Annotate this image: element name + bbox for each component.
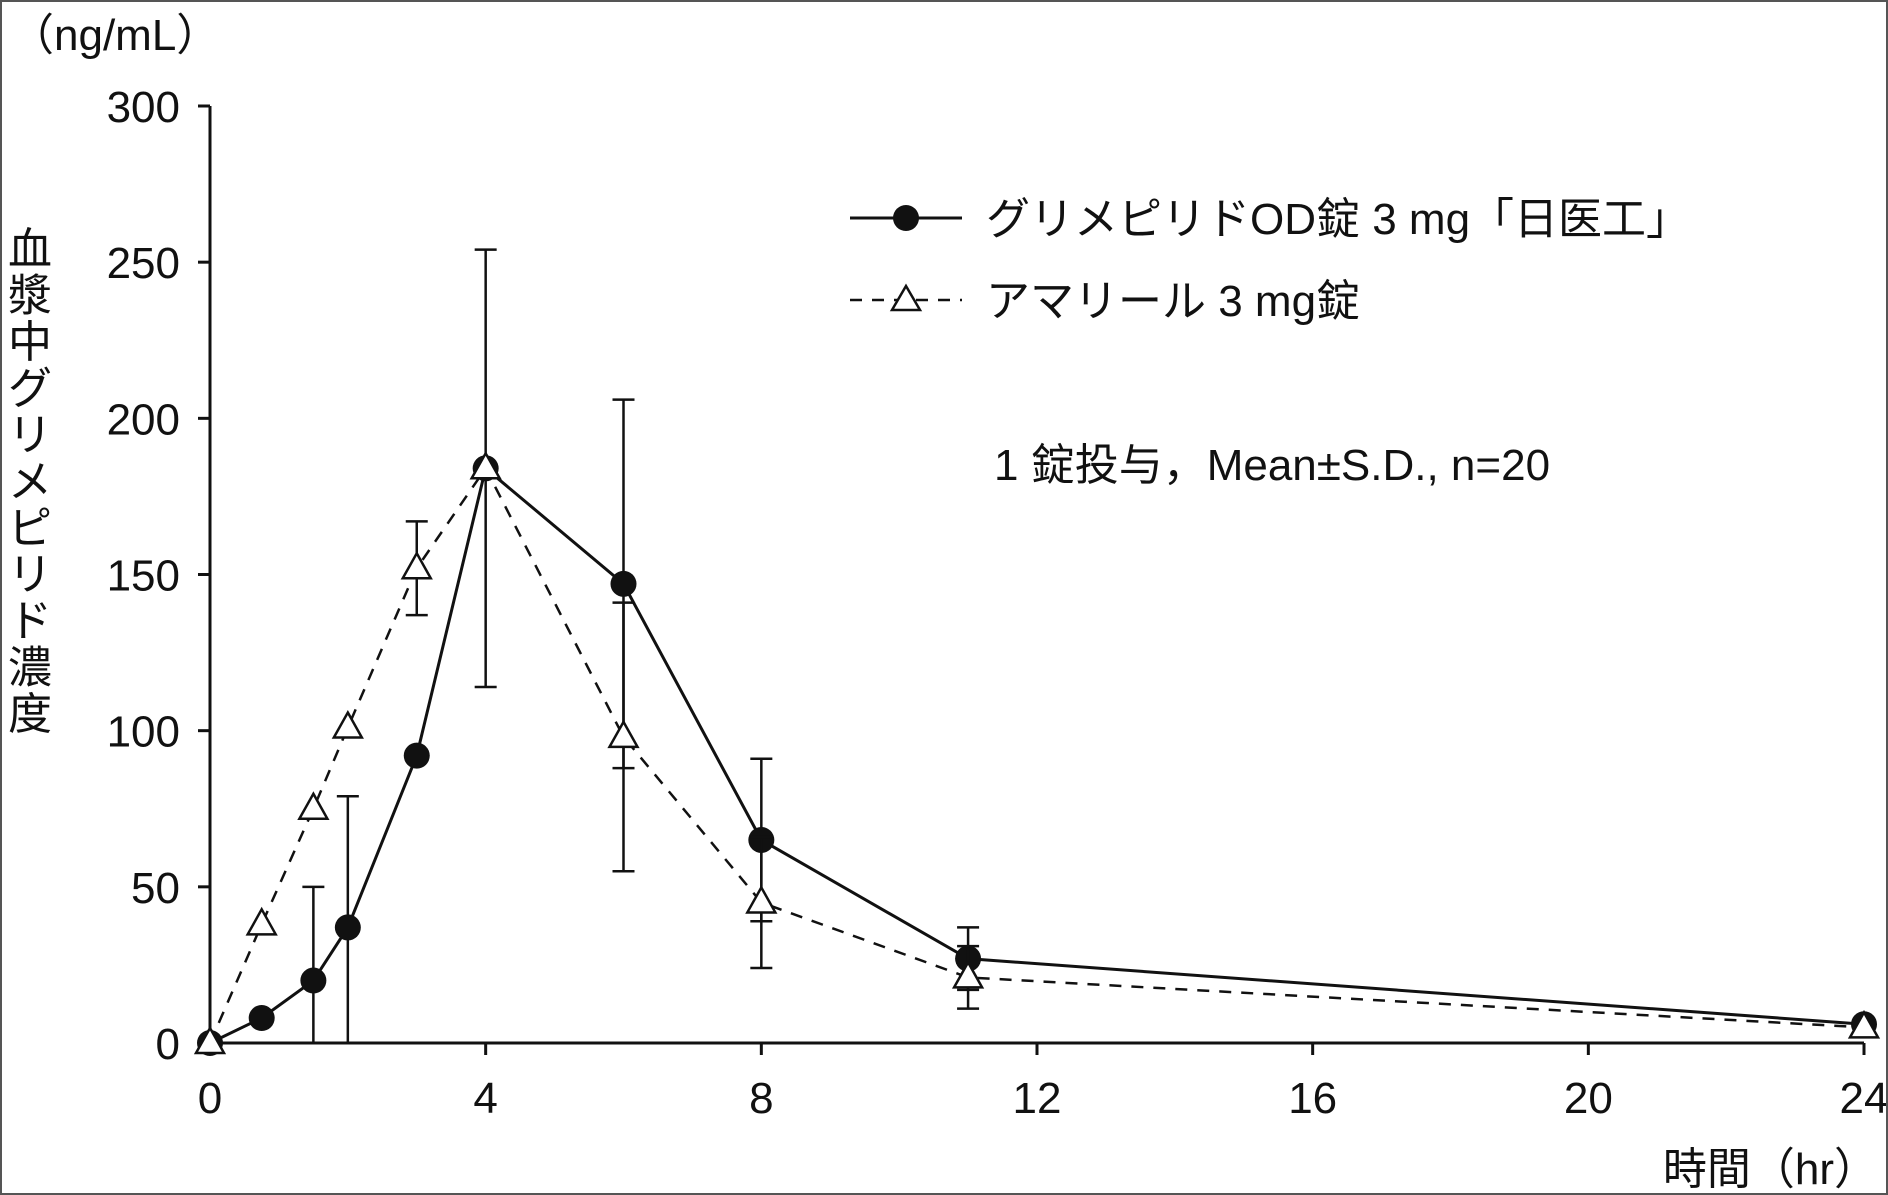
data-point	[1847, 1009, 1881, 1039]
data-point	[193, 1025, 227, 1055]
x-tick-label: 24	[1840, 1074, 1886, 1123]
legend: グリメピリドOD錠 3 mg「日医工」 アマリール 3 mg錠	[850, 195, 1690, 326]
chart-note: 1 錠投与，Mean±S.D., n=20	[994, 441, 1550, 490]
data-point	[403, 742, 430, 769]
y-tick-label: 200	[107, 395, 180, 444]
series-2	[193, 450, 1881, 1055]
series-layer	[193, 248, 1881, 1056]
legend-item-series-1: グリメピリドOD錠 3 mg「日医工」	[850, 195, 1690, 244]
y-tick-label: 300	[107, 83, 180, 132]
y-axis-label-char: グ	[8, 365, 52, 414]
x-tick-label: 0	[198, 1074, 222, 1123]
series-line	[209, 465, 1865, 1045]
data-point	[469, 450, 502, 480]
data-point	[951, 959, 985, 989]
y-axis-label-char: リ	[8, 411, 52, 460]
y-axis-label-char: 濃	[8, 644, 52, 693]
data-point	[400, 550, 433, 580]
x-axis-label: 時間（hr）	[1663, 1145, 1878, 1193]
x-tick-label: 12	[1013, 1074, 1062, 1123]
y-tick-label: 100	[107, 708, 180, 757]
y-axis-label-char: ド	[8, 597, 52, 646]
data-point	[331, 709, 364, 739]
data-point	[334, 914, 361, 941]
legend-item-series-2: アマリール 3 mg錠	[850, 277, 1360, 326]
x-tick-label: 16	[1288, 1074, 1337, 1123]
y-tick-label: 250	[107, 239, 180, 288]
x-tick-label: 4	[473, 1074, 497, 1123]
y-axis-label-char: リ	[8, 551, 52, 600]
series-1	[197, 248, 1877, 1056]
y-unit-label: （ng/mL）	[10, 11, 220, 60]
data-point	[745, 884, 778, 914]
data-point	[245, 906, 278, 936]
y-tick-label: 0	[156, 1020, 180, 1069]
data-point	[610, 570, 637, 597]
legend-label-series-1: グリメピリドOD錠 3 mg「日医工」	[986, 195, 1690, 244]
x-tick-label: 20	[1564, 1074, 1613, 1123]
y-tick-label: 50	[131, 864, 180, 913]
y-axis-label-char: 度	[8, 690, 52, 739]
y-axis-label-char: 漿	[8, 272, 52, 321]
y-axis-label: 血漿中グリメピリド濃度	[8, 225, 52, 739]
legend-marker-series-2	[889, 283, 923, 312]
y-axis-label-char: 中	[8, 318, 52, 367]
axes-layer: 0 50 100 150 200 250 300 0 4 8 12 16 20 24	[107, 83, 1886, 1123]
data-point	[297, 791, 330, 820]
y-axis-label-char: ピ	[8, 504, 52, 553]
y-axis-label-char: メ	[8, 458, 52, 507]
series-line	[208, 465, 1865, 1044]
data-point	[607, 719, 640, 749]
x-tick-label: 8	[749, 1074, 773, 1123]
label-layer: （ng/mL） 時間（hr） 血漿中グリメピリド濃度 1 錠投与，Mean±S.…	[8, 11, 1878, 1193]
legend-marker-series-1	[893, 205, 919, 231]
data-point	[248, 1005, 275, 1032]
y-tick-label: 150	[107, 552, 180, 601]
legend-label-series-2: アマリール 3 mg錠	[986, 277, 1360, 326]
y-axis-label-char: 血	[8, 225, 52, 274]
data-point	[300, 967, 327, 994]
